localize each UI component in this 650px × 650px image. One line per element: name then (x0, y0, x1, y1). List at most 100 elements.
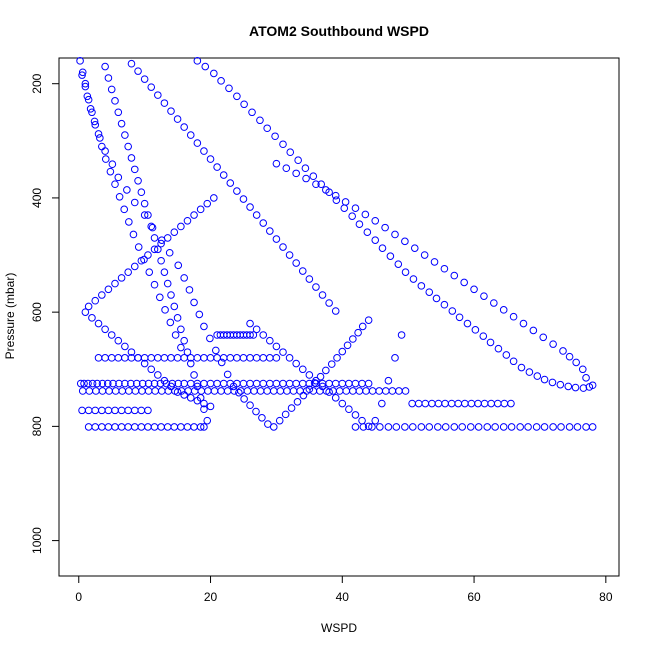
data-point (137, 423, 146, 431)
data-point (460, 278, 468, 287)
data-point (325, 299, 333, 307)
data-point (183, 216, 192, 225)
data-point (160, 354, 169, 362)
data-point (338, 379, 347, 388)
data-point (124, 406, 132, 415)
x-tick-label-3: 60 (467, 590, 481, 604)
data-point (532, 423, 541, 431)
data-point (193, 57, 202, 65)
data-points (76, 57, 597, 431)
data-point (502, 351, 511, 359)
data-point (364, 379, 373, 388)
data-point (409, 275, 418, 283)
data-point (127, 59, 136, 68)
data-point (201, 62, 210, 71)
data-point (117, 423, 126, 431)
data-point (239, 354, 248, 362)
data-point (271, 132, 279, 141)
data-point (322, 186, 330, 194)
data-point (154, 371, 162, 379)
data-point (266, 379, 274, 388)
data-point (213, 163, 221, 171)
data-point (190, 423, 198, 431)
data-point (441, 423, 450, 431)
y-axis: 200 400 600 800 1000 (30, 73, 59, 554)
data-point (111, 97, 119, 105)
data-point (121, 379, 129, 388)
data-point (163, 234, 172, 242)
data-point (375, 387, 383, 395)
data-point (281, 410, 290, 419)
data-point (408, 399, 416, 408)
data-point (371, 236, 380, 244)
data-point (256, 116, 264, 125)
data-point (282, 164, 291, 173)
data-point (134, 243, 143, 251)
data-point (184, 387, 192, 395)
y-tick-label-1: 400 (30, 188, 44, 208)
data-point (200, 399, 208, 408)
data-point (259, 331, 268, 339)
data-point (302, 174, 310, 183)
data-point (80, 379, 88, 388)
data-point (246, 203, 254, 211)
data-point (78, 406, 86, 415)
data-point (101, 62, 109, 71)
data-point (252, 407, 260, 416)
data-point (226, 179, 235, 187)
data-point (391, 230, 399, 239)
data-point (401, 268, 410, 276)
data-point (174, 261, 183, 270)
data-point (463, 319, 472, 328)
data-point (130, 423, 139, 431)
data-point (493, 399, 502, 408)
data-point (104, 285, 113, 294)
data-point (78, 71, 86, 79)
data-point (263, 124, 271, 133)
data-point (381, 387, 390, 395)
data-point (448, 307, 457, 315)
data-point (111, 406, 119, 415)
data-point (309, 387, 318, 395)
data-point (486, 338, 495, 347)
data-point (138, 387, 146, 395)
data-point (529, 326, 538, 335)
data-point (114, 173, 123, 182)
data-point (183, 348, 192, 356)
data-point (206, 334, 214, 343)
y-tick-label-3: 800 (30, 416, 44, 436)
data-point (173, 388, 182, 396)
data-point (279, 243, 287, 251)
data-point (343, 341, 352, 350)
data-point (114, 336, 123, 345)
data-point (331, 191, 340, 200)
data-point (312, 283, 320, 291)
data-point (362, 387, 370, 395)
data-point (203, 199, 212, 208)
data-point (150, 245, 159, 254)
data-point (140, 75, 149, 83)
data-point (361, 210, 370, 219)
data-point (491, 423, 499, 431)
data-point (186, 131, 195, 139)
data-point (417, 282, 426, 290)
data-point (147, 365, 156, 374)
data-point (467, 399, 476, 408)
data-point (147, 222, 156, 231)
data-point (160, 268, 169, 276)
data-point (94, 130, 103, 138)
data-point (480, 399, 489, 408)
data-point (233, 354, 241, 362)
series-8 (76, 57, 185, 352)
data-point (420, 251, 429, 259)
data-point (167, 354, 175, 362)
data-point (335, 387, 344, 395)
data-point (266, 354, 274, 362)
data-point (206, 402, 215, 411)
data-point (338, 347, 347, 356)
data-point (180, 391, 188, 399)
data-point (140, 359, 149, 368)
data-point (84, 379, 92, 388)
data-point (98, 406, 106, 415)
